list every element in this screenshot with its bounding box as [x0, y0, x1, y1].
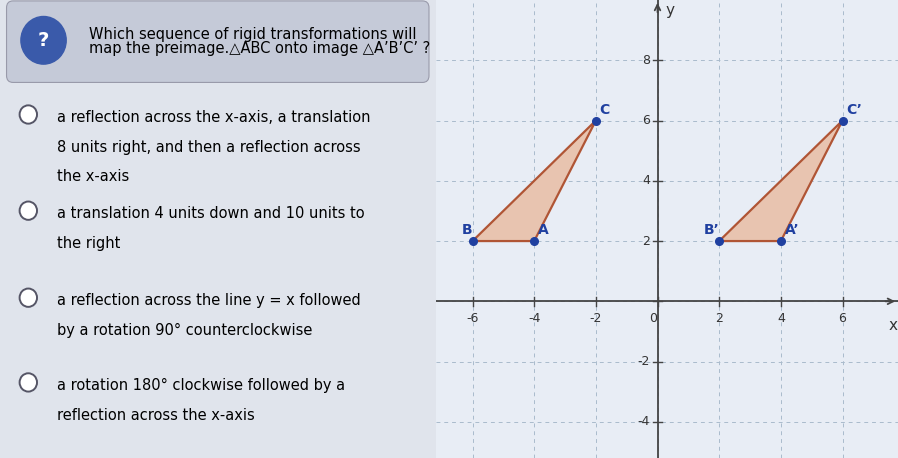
Text: C’: C’ — [846, 103, 862, 117]
Circle shape — [20, 289, 37, 307]
Text: B: B — [462, 224, 472, 237]
Text: 8: 8 — [642, 54, 650, 67]
Text: map the preimage.△​ABC onto image △​A’B’C’ ?: map the preimage.△​ABC onto image △​A’B’… — [89, 41, 430, 55]
Text: a reflection across the line y = x followed: a reflection across the line y = x follo… — [57, 293, 360, 308]
Text: -4: -4 — [638, 415, 650, 428]
Circle shape — [20, 373, 37, 392]
Text: y: y — [665, 3, 674, 18]
Text: 6: 6 — [642, 114, 650, 127]
Text: the x-axis: the x-axis — [57, 169, 129, 185]
Text: 6: 6 — [839, 312, 847, 325]
Text: by a rotation 90° counterclockwise: by a rotation 90° counterclockwise — [57, 323, 312, 338]
Text: x: x — [889, 318, 898, 333]
Text: 2: 2 — [715, 312, 723, 325]
Text: -2: -2 — [638, 355, 650, 368]
Text: a translation 4 units down and 10 units to: a translation 4 units down and 10 units … — [57, 206, 365, 221]
Text: a reflection across the x-axis, a translation: a reflection across the x-axis, a transl… — [57, 110, 370, 125]
Text: ?: ? — [38, 31, 49, 50]
Text: 8 units right, and then a reflection across: 8 units right, and then a reflection acr… — [57, 140, 360, 155]
Text: 0: 0 — [649, 312, 657, 325]
Text: B’: B’ — [704, 224, 719, 237]
Text: -4: -4 — [528, 312, 541, 325]
Text: a rotation 180° clockwise followed by a: a rotation 180° clockwise followed by a — [57, 378, 345, 393]
Circle shape — [20, 105, 37, 124]
FancyBboxPatch shape — [6, 1, 429, 82]
Text: the right: the right — [57, 236, 120, 251]
Text: -6: -6 — [466, 312, 479, 325]
Polygon shape — [472, 120, 596, 241]
Text: 4: 4 — [642, 174, 650, 187]
Text: C: C — [600, 103, 610, 117]
Text: A: A — [538, 224, 549, 237]
Text: 4: 4 — [777, 312, 785, 325]
Text: Which sequence of rigid transformations will: Which sequence of rigid transformations … — [89, 27, 417, 42]
Circle shape — [20, 202, 37, 220]
Text: -2: -2 — [590, 312, 602, 325]
Text: A’: A’ — [785, 224, 799, 237]
Text: 2: 2 — [642, 234, 650, 248]
Text: reflection across the x-axis: reflection across the x-axis — [57, 408, 254, 423]
Circle shape — [21, 16, 66, 64]
Polygon shape — [719, 120, 842, 241]
